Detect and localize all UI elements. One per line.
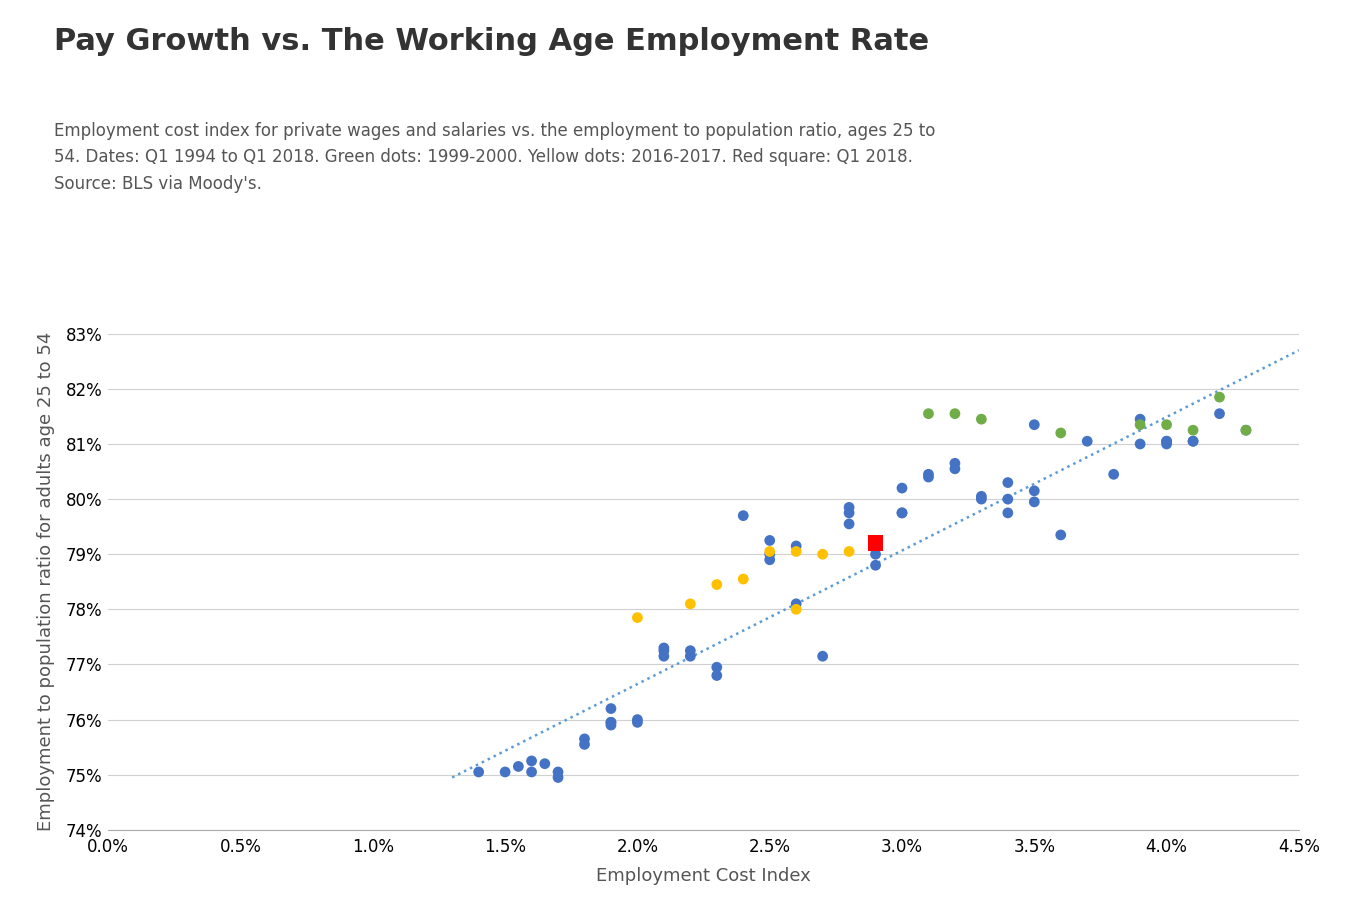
Point — [1050, 426, 1072, 440]
Point — [839, 506, 861, 520]
Point — [759, 547, 781, 561]
Point — [1208, 390, 1230, 404]
Point — [865, 536, 886, 550]
Point — [1130, 418, 1151, 432]
Point — [812, 649, 833, 664]
Point — [653, 640, 675, 655]
Point — [601, 702, 622, 716]
Point — [574, 737, 595, 751]
Point — [1155, 434, 1177, 448]
Point — [917, 467, 939, 482]
Point — [1183, 423, 1204, 437]
Point — [468, 765, 490, 779]
Point — [574, 732, 595, 746]
Point — [1050, 528, 1072, 542]
Point — [679, 596, 701, 611]
Point — [944, 456, 966, 471]
Point — [601, 718, 622, 732]
Point — [494, 765, 515, 779]
Point — [1023, 494, 1045, 509]
Text: Pay Growth vs. The Working Age Employment Rate: Pay Growth vs. The Working Age Employmen… — [54, 27, 930, 56]
Point — [706, 577, 728, 592]
Point — [706, 668, 728, 683]
Point — [679, 649, 701, 664]
Point — [626, 713, 648, 727]
Point — [892, 506, 913, 520]
Point — [1235, 423, 1257, 437]
Point — [865, 536, 886, 550]
Point — [507, 759, 529, 774]
Point — [917, 407, 939, 421]
Point — [1235, 423, 1257, 437]
Point — [839, 501, 861, 515]
Point — [1208, 407, 1230, 421]
Point — [759, 544, 781, 558]
Point — [626, 611, 648, 625]
Point — [601, 715, 622, 730]
Point — [785, 538, 806, 553]
Point — [1155, 434, 1177, 448]
Point — [1077, 434, 1099, 448]
Point — [892, 481, 913, 495]
Point — [970, 492, 992, 506]
Point — [547, 765, 568, 779]
Point — [865, 541, 886, 556]
Point — [706, 660, 728, 675]
X-axis label: Employment Cost Index: Employment Cost Index — [597, 868, 810, 885]
Point — [679, 643, 701, 658]
Point — [1155, 418, 1177, 432]
Point — [944, 462, 966, 476]
Point — [785, 596, 806, 611]
Point — [865, 547, 886, 561]
Point — [970, 412, 992, 427]
Point — [812, 547, 833, 561]
Point — [732, 572, 754, 586]
Point — [653, 649, 675, 664]
Point — [547, 770, 568, 785]
Point — [865, 558, 886, 573]
Point — [759, 553, 781, 567]
Point — [944, 407, 966, 421]
Point — [1183, 434, 1204, 448]
Point — [839, 517, 861, 531]
Point — [601, 715, 622, 730]
Point — [997, 475, 1019, 490]
Point — [1023, 418, 1045, 432]
Point — [970, 489, 992, 503]
Point — [521, 765, 543, 779]
Point — [759, 533, 781, 548]
Point — [997, 492, 1019, 506]
Point — [1130, 437, 1151, 451]
Point — [892, 506, 913, 520]
Point — [785, 544, 806, 558]
Point — [732, 509, 754, 523]
Point — [1155, 437, 1177, 451]
Point — [534, 757, 556, 771]
Point — [626, 715, 648, 730]
Point — [785, 603, 806, 617]
Point — [997, 506, 1019, 520]
Point — [1130, 412, 1151, 427]
Point — [653, 643, 675, 658]
Point — [917, 470, 939, 484]
Text: Employment cost index for private wages and salaries vs. the employment to popul: Employment cost index for private wages … — [54, 122, 935, 192]
Point — [839, 544, 861, 558]
Point — [1023, 483, 1045, 498]
Point — [1103, 467, 1124, 482]
Point — [521, 754, 543, 769]
Y-axis label: Employment to population ratio for adults age 25 to 54: Employment to population ratio for adult… — [37, 332, 55, 832]
Point — [1183, 434, 1204, 448]
